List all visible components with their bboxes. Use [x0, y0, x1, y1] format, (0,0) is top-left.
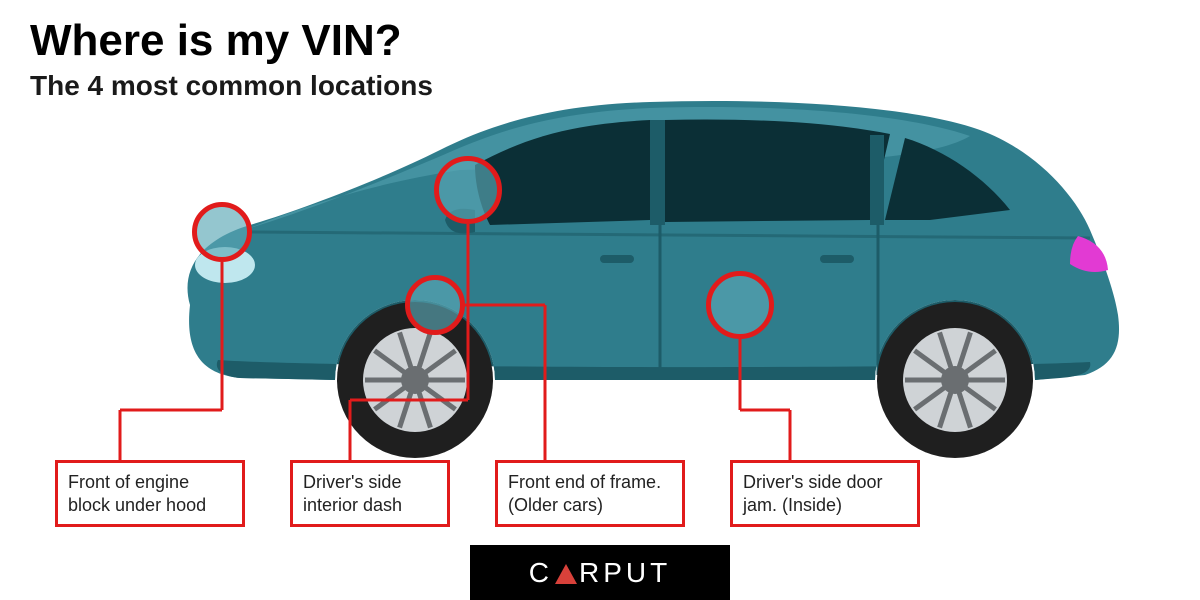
vin-marker-door-jam [706, 271, 774, 339]
vin-label-engine-block: Front of engineblock under hood [55, 460, 245, 527]
car-illustration [130, 60, 1150, 460]
vin-marker-front-frame [405, 275, 465, 335]
vin-label-front-frame: Front end of frame.(Older cars) [495, 460, 685, 527]
title-text: Where is my VIN? [30, 18, 402, 64]
logo-triangle-icon [555, 564, 577, 584]
infographic-stage: Where is my VIN? The 4 most common locat… [0, 0, 1200, 600]
logo-text-left: C [529, 557, 553, 589]
carput-logo: C RPUT [470, 545, 730, 600]
logo-text-right: RPUT [579, 557, 671, 589]
vin-label-interior-dash: Driver's sideinterior dash [290, 460, 450, 527]
vin-marker-engine-block [192, 202, 252, 262]
vin-label-door-jam: Driver's side doorjam. (Inside) [730, 460, 920, 527]
vin-marker-interior-dash [434, 156, 502, 224]
